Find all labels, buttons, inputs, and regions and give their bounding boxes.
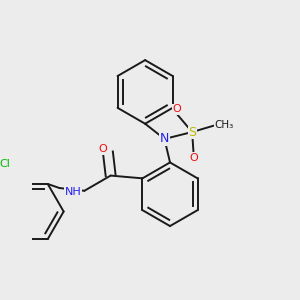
Text: O: O: [172, 104, 181, 114]
Text: Cl: Cl: [0, 159, 10, 169]
Text: O: O: [189, 153, 198, 163]
Text: O: O: [98, 144, 107, 154]
Text: S: S: [188, 125, 196, 139]
Text: N: N: [160, 132, 169, 146]
Text: NH: NH: [65, 187, 82, 197]
Text: CH₃: CH₃: [214, 120, 234, 130]
